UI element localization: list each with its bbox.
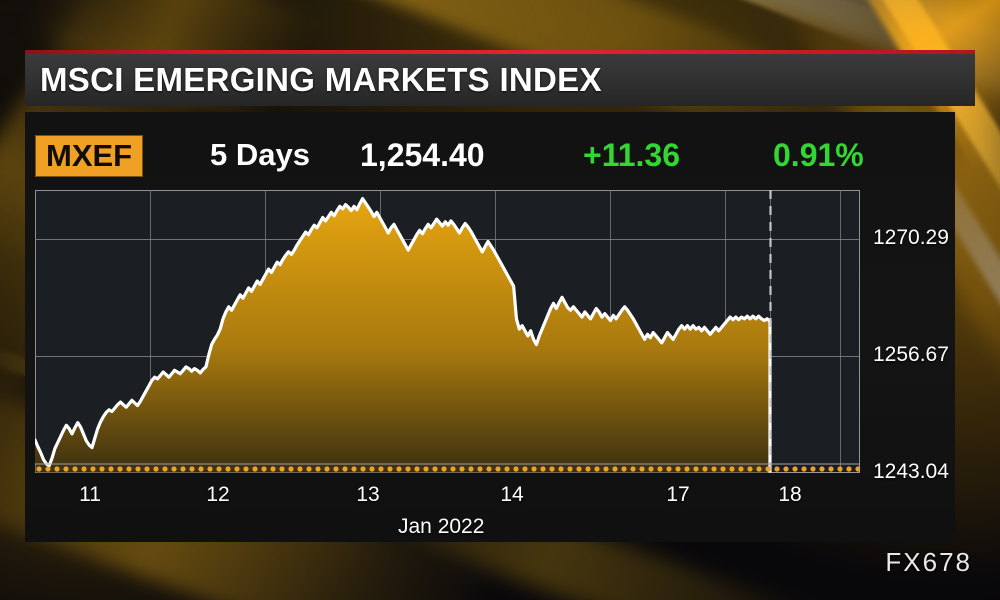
quote-row: MXEF 5 Days 1,254.40 +11.36 0.91%	[25, 132, 925, 180]
x-axis-label: 14	[500, 483, 524, 506]
x-axis-label: 13	[356, 483, 380, 506]
x-axis-label: 17	[666, 483, 690, 506]
x-axis-label: 18	[778, 483, 802, 506]
chart-canvas	[35, 190, 860, 473]
page-title: MSCI EMERGING MARKETS INDEX	[40, 61, 602, 98]
y-axis-label: 1243.04	[873, 460, 949, 483]
price-chart[interactable]	[35, 190, 860, 473]
x-axis-label: 11	[79, 483, 101, 506]
last-price: 1,254.40	[360, 136, 485, 173]
change-value: +11.36	[583, 136, 680, 173]
watermark: FX678	[885, 547, 972, 577]
x-axis-title: Jan 2022	[398, 515, 485, 538]
change-percent: 0.91%	[773, 136, 864, 173]
y-axis-label: 1270.29	[873, 226, 949, 250]
x-axis-label: 12	[206, 483, 230, 506]
ticker-badge[interactable]: MXEF	[35, 135, 144, 177]
y-axis-label: 1256.67	[873, 342, 949, 366]
range-label[interactable]: 5 Days	[210, 137, 310, 172]
